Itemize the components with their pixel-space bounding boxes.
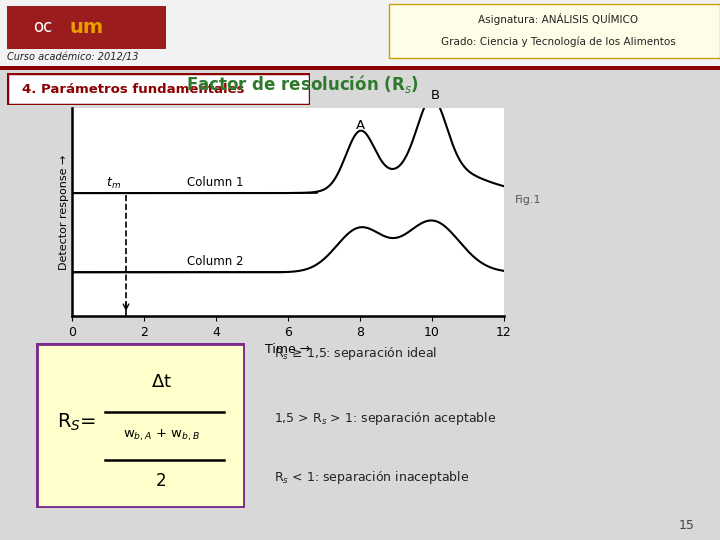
Text: um: um <box>69 18 104 37</box>
Bar <box>7 5 166 49</box>
Text: Factor de resolución (R$_s$): Factor de resolución (R$_s$) <box>186 73 419 94</box>
Bar <box>0 66 720 70</box>
Text: Fig.1: Fig.1 <box>515 195 541 205</box>
FancyBboxPatch shape <box>389 3 720 58</box>
Text: Asignatura: ANÁLISIS QUÍMICO: Asignatura: ANÁLISIS QUÍMICO <box>478 12 638 25</box>
FancyBboxPatch shape <box>36 343 245 508</box>
Text: R$_S$=: R$_S$= <box>57 411 96 433</box>
Text: 15: 15 <box>679 519 695 532</box>
Text: Column 2: Column 2 <box>187 255 243 268</box>
Text: w$_{b,A}$ + w$_{b,B}$: w$_{b,A}$ + w$_{b,B}$ <box>122 428 200 443</box>
Text: $\Delta$t: $\Delta$t <box>150 374 172 391</box>
Text: Column 1: Column 1 <box>187 176 243 189</box>
Text: Curso académico: 2012/13: Curso académico: 2012/13 <box>7 52 139 62</box>
X-axis label: Time →: Time → <box>266 343 310 356</box>
Text: oc: oc <box>34 18 53 36</box>
Text: B: B <box>431 89 440 102</box>
Text: 4. Parámetros fundamentales: 4. Parámetros fundamentales <box>22 83 245 96</box>
FancyBboxPatch shape <box>7 73 310 105</box>
Text: t$_m$: t$_m$ <box>106 176 121 191</box>
Text: A: A <box>356 119 364 132</box>
Text: Grado: Ciencia y Tecnología de los Alimentos: Grado: Ciencia y Tecnología de los Alime… <box>441 37 675 47</box>
Text: 2: 2 <box>156 472 166 490</box>
Text: R$_s$ < 1: separación inaceptable: R$_s$ < 1: separación inaceptable <box>274 469 469 487</box>
Text: R$_s$ ≥ 1,5: separación ideal: R$_s$ ≥ 1,5: separación ideal <box>274 345 437 362</box>
Text: 1,5 > R$_s$ > 1: separación aceptable: 1,5 > R$_s$ > 1: separación aceptable <box>274 410 496 427</box>
Y-axis label: Detector response →: Detector response → <box>59 154 69 269</box>
